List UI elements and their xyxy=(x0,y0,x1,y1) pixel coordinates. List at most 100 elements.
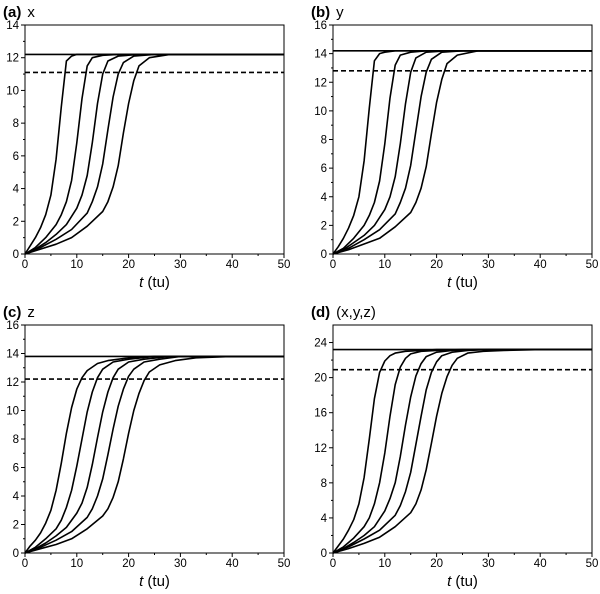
series-line-5 xyxy=(332,49,592,255)
x-axis-unit: (tu) xyxy=(143,573,170,590)
x-tick-label: 50 xyxy=(586,259,599,271)
plot-frame xyxy=(24,324,285,554)
x-axis-label: t (tu) xyxy=(447,573,478,590)
x-axis-unit: (tu) xyxy=(143,274,170,291)
panel-variable: x xyxy=(27,4,35,21)
panel-variable: (x,y,z) xyxy=(336,304,376,321)
x-tick-label: 20 xyxy=(430,558,443,570)
series-line-4 xyxy=(24,355,284,554)
series-line-1 xyxy=(24,53,284,255)
series-line-2 xyxy=(24,355,284,554)
x-tick-label: 40 xyxy=(226,259,239,271)
y-tick-label: 12 xyxy=(314,77,327,89)
y-tick-label: 16 xyxy=(6,320,19,332)
y-tick-label: 24 xyxy=(314,338,327,350)
x-tick-label: 30 xyxy=(482,259,495,271)
x-axis-label: t (tu) xyxy=(139,274,170,291)
x-tick-label: 40 xyxy=(534,259,547,271)
x-tick-label: 10 xyxy=(70,558,83,570)
y-tick-label: 0 xyxy=(321,249,327,261)
panel-b: (b) y 0 2 4 6 8 10 12 14 16 0 10 20 30 40 50 t (tu) xyxy=(311,4,598,291)
x-tick-label: 20 xyxy=(430,259,443,271)
series-line-4 xyxy=(332,348,592,554)
series-line-5 xyxy=(332,348,592,554)
x-axis-variable: t xyxy=(139,274,144,291)
x-tick-label: 20 xyxy=(122,259,135,271)
y-tick-label: 0 xyxy=(13,548,19,560)
x-tick-label: 40 xyxy=(226,558,239,570)
y-tick-label: 8 xyxy=(321,135,327,147)
y-tick-label: 12 xyxy=(6,377,19,389)
panel-title: (a) x xyxy=(3,4,35,21)
y-tick-label: 10 xyxy=(6,85,19,97)
x-tick-label: 10 xyxy=(378,558,391,570)
series-line-1 xyxy=(332,49,592,255)
y-tick-label: 6 xyxy=(13,151,19,163)
x-tick-label: 50 xyxy=(278,558,291,570)
y-tick-label: 10 xyxy=(6,406,19,418)
x-tick-label: 0 xyxy=(22,558,28,570)
y-tick-label: 20 xyxy=(314,373,327,385)
x-tick-label: 20 xyxy=(122,558,135,570)
series-line-5 xyxy=(24,355,284,554)
panel-variable: y xyxy=(336,4,344,21)
y-tick-label: 4 xyxy=(13,184,20,196)
y-tick-label: 0 xyxy=(321,548,327,560)
y-tick-label: 14 xyxy=(314,49,327,61)
panel-a: (a) x 0 2 4 6 8 10 12 14 0 10 20 30 40 50 t (tu) xyxy=(3,4,290,291)
y-tick-label: 8 xyxy=(13,118,19,130)
y-tick-label: 10 xyxy=(314,106,327,118)
series-line-3 xyxy=(332,348,592,554)
y-tick-label: 4 xyxy=(13,491,20,503)
x-tick-label: 10 xyxy=(70,259,83,271)
x-tick-label: 0 xyxy=(330,558,336,570)
x-axis-unit: (tu) xyxy=(451,274,478,291)
x-tick-label: 30 xyxy=(174,259,187,271)
panel-letter: (a) xyxy=(3,4,21,21)
x-axis-label: t (tu) xyxy=(139,573,170,590)
panel-variable: z xyxy=(27,304,35,321)
series-line-5 xyxy=(24,53,284,255)
x-tick-label: 50 xyxy=(586,558,599,570)
panel-title: (b) y xyxy=(311,4,344,21)
y-tick-label: 6 xyxy=(321,163,327,175)
x-tick-label: 0 xyxy=(22,259,28,271)
y-tick-label: 6 xyxy=(13,463,19,475)
panel-title: (c) z xyxy=(3,304,35,321)
panel-letter: (d) xyxy=(311,304,330,321)
y-tick-label: 4 xyxy=(321,513,328,525)
panel-letter: (c) xyxy=(3,304,21,321)
x-axis-variable: t xyxy=(447,274,452,291)
y-tick-label: 12 xyxy=(314,443,327,455)
x-tick-label: 30 xyxy=(482,558,495,570)
plot-frame xyxy=(332,24,593,255)
y-tick-label: 8 xyxy=(13,434,19,446)
x-tick-label: 50 xyxy=(278,259,291,271)
x-axis-variable: t xyxy=(139,573,144,590)
series-line-3 xyxy=(24,53,284,255)
series-line-1 xyxy=(332,348,592,554)
y-tick-label: 2 xyxy=(321,220,327,232)
series-line-4 xyxy=(24,53,284,255)
series-line-2 xyxy=(332,348,592,554)
panel-letter: (b) xyxy=(311,4,330,21)
panel-d: (d) (x,y,z) 0 4 8 12 16 20 24 0 10 20 30 40 50 t (tu) xyxy=(311,304,598,590)
plot-frame xyxy=(332,324,593,554)
y-tick-label: 8 xyxy=(321,478,327,490)
x-axis-label: t (tu) xyxy=(447,274,478,291)
y-tick-label: 14 xyxy=(6,20,19,32)
x-tick-label: 30 xyxy=(174,558,187,570)
x-tick-label: 40 xyxy=(534,558,547,570)
plot-frame xyxy=(24,24,285,255)
y-tick-label: 2 xyxy=(13,216,19,228)
panel-c: (c) z 0 2 4 6 8 10 12 14 16 0 10 20 30 40 50 t (tu) xyxy=(3,304,290,590)
y-tick-label: 2 xyxy=(13,520,19,532)
series-line-3 xyxy=(24,355,284,554)
panel-title: (d) (x,y,z) xyxy=(311,304,376,321)
x-axis-variable: t xyxy=(447,573,452,590)
x-tick-label: 0 xyxy=(330,259,336,271)
y-tick-label: 16 xyxy=(314,20,327,32)
y-tick-label: 0 xyxy=(13,249,19,261)
y-tick-label: 14 xyxy=(6,349,19,361)
